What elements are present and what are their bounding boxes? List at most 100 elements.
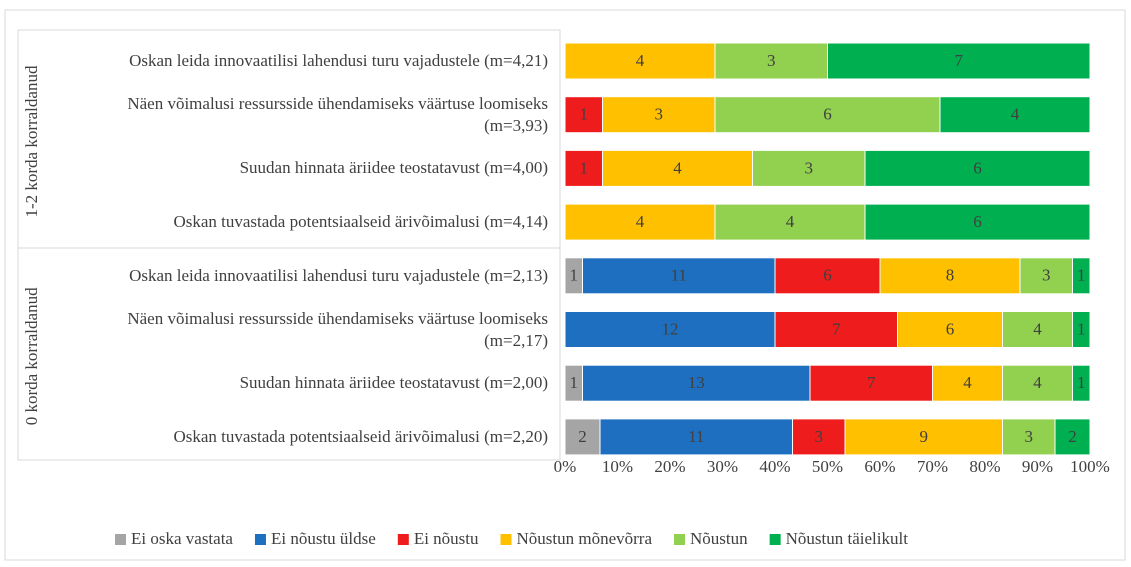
category-label: Oskan leida innovaatilisi lahendusi turu… bbox=[129, 265, 548, 285]
data-label: 4 bbox=[1033, 373, 1042, 392]
group-label: 0 korda korraldanud bbox=[22, 287, 41, 425]
group-box bbox=[17, 29, 561, 461]
bar-segment bbox=[774, 257, 881, 295]
legend-swatch bbox=[500, 534, 512, 545]
data-label: 4 bbox=[786, 212, 795, 231]
data-label: 1 bbox=[1077, 373, 1086, 392]
x-tick-label: 90% bbox=[1022, 457, 1053, 476]
data-label: 3 bbox=[805, 158, 814, 177]
data-label: 9 bbox=[920, 427, 929, 446]
group-label: 1-2 korda korraldanud bbox=[22, 65, 41, 218]
data-label: 13 bbox=[688, 373, 705, 392]
data-label: 3 bbox=[655, 105, 664, 124]
chart-border bbox=[4, 9, 1126, 561]
data-label: 4 bbox=[1011, 105, 1020, 124]
bar-segment bbox=[1002, 364, 1073, 402]
data-label: 1 bbox=[1077, 266, 1086, 285]
legend-label: Nõustun mõnevõrra bbox=[517, 529, 653, 548]
bar-segment bbox=[602, 149, 753, 187]
bar-segment bbox=[714, 96, 941, 134]
data-label: 12 bbox=[662, 319, 679, 338]
bar-segment bbox=[1072, 257, 1091, 295]
legend-swatch bbox=[397, 534, 409, 545]
bar-segment bbox=[879, 257, 1021, 295]
bar-segment bbox=[564, 203, 716, 241]
category-label: Oskan leida innovaatilisi lahendusi turu… bbox=[129, 51, 548, 70]
data-label: 6 bbox=[823, 105, 832, 124]
bar-segment bbox=[582, 257, 776, 295]
bar-segment bbox=[564, 42, 716, 80]
data-label: 7 bbox=[867, 373, 876, 392]
data-label: 2 bbox=[1068, 427, 1077, 446]
x-tick-label: 60% bbox=[864, 457, 895, 476]
bar-segment bbox=[809, 364, 933, 402]
bar-segment bbox=[564, 311, 776, 348]
bar-segment bbox=[939, 96, 1091, 134]
data-label: 1 bbox=[570, 373, 579, 392]
data-label: 6 bbox=[946, 319, 955, 338]
x-tick-label: 100% bbox=[1070, 457, 1110, 476]
bar-segment bbox=[897, 311, 1003, 348]
data-label: 6 bbox=[973, 212, 982, 231]
bar-segment bbox=[864, 203, 1091, 241]
data-label: 1 bbox=[580, 105, 589, 124]
data-label: 6 bbox=[973, 158, 982, 177]
data-label: 4 bbox=[636, 51, 645, 70]
data-label: 4 bbox=[963, 373, 972, 392]
bar-segment bbox=[864, 149, 1091, 187]
legend-swatch bbox=[254, 534, 266, 545]
bar-segment bbox=[714, 203, 866, 241]
bar-segment bbox=[1002, 311, 1073, 348]
category-label: Suudan hinnata äriidee teostatavust (m=2… bbox=[239, 373, 548, 393]
legend-label: Ei nõustu üldse bbox=[271, 529, 376, 548]
bar-segment bbox=[1072, 364, 1091, 402]
bar-segment bbox=[1019, 257, 1073, 295]
category-label: Näen võimalusi ressursside ühendamiseks … bbox=[127, 93, 548, 135]
bar-segment bbox=[827, 42, 1091, 80]
bar-segment bbox=[932, 364, 1003, 402]
category-label: Oskan tuvastada potentsiaalseid ärivõima… bbox=[173, 426, 548, 446]
bar-segment bbox=[564, 149, 603, 187]
data-label: 3 bbox=[1025, 427, 1034, 446]
x-tick-label: 40% bbox=[759, 457, 790, 476]
bar-segment bbox=[1054, 418, 1091, 456]
data-label: 11 bbox=[688, 427, 704, 446]
bar-segment bbox=[714, 42, 828, 80]
legend-swatch bbox=[769, 534, 781, 545]
legend-swatch bbox=[115, 534, 126, 545]
category-label: Näen võimalusi ressursside ühendamiseks … bbox=[127, 308, 548, 350]
bar-segment bbox=[1002, 418, 1056, 456]
legend-label: Nõustun täielikult bbox=[786, 529, 909, 548]
x-tick-label: 80% bbox=[969, 457, 1000, 476]
data-label: 4 bbox=[673, 158, 682, 177]
x-tick-label: 20% bbox=[654, 457, 685, 476]
data-label: 3 bbox=[1042, 266, 1051, 285]
data-label: 7 bbox=[955, 51, 964, 70]
category-label: Oskan tuvastada potentsiaalseid ärivõima… bbox=[173, 212, 548, 232]
data-label: 11 bbox=[671, 266, 687, 285]
legend-label: Ei nõustu bbox=[414, 529, 479, 548]
x-tick-label: 30% bbox=[707, 457, 738, 476]
data-label: 8 bbox=[946, 266, 955, 285]
category-label: Suudan hinnata äriidee teostatavust (m=4… bbox=[239, 158, 548, 178]
data-label: 2 bbox=[578, 427, 587, 446]
bar-segment bbox=[599, 418, 793, 456]
data-label: 1 bbox=[580, 158, 589, 177]
data-label: 7 bbox=[832, 319, 841, 338]
data-label: 6 bbox=[823, 266, 832, 285]
data-label: 3 bbox=[767, 51, 776, 70]
legend-label: Ei oska vastata bbox=[131, 529, 233, 548]
data-label: 1 bbox=[570, 266, 579, 285]
x-tick-label: 0% bbox=[554, 457, 577, 476]
data-label: 1 bbox=[1077, 319, 1086, 338]
x-tick-label: 10% bbox=[602, 457, 633, 476]
bar-segment bbox=[844, 418, 1003, 456]
bar-segment bbox=[1072, 311, 1091, 348]
data-label: 3 bbox=[815, 427, 824, 446]
legend-swatch bbox=[674, 534, 686, 545]
bar-segment bbox=[752, 149, 866, 187]
data-label: 4 bbox=[636, 212, 645, 231]
x-tick-label: 70% bbox=[917, 457, 948, 476]
